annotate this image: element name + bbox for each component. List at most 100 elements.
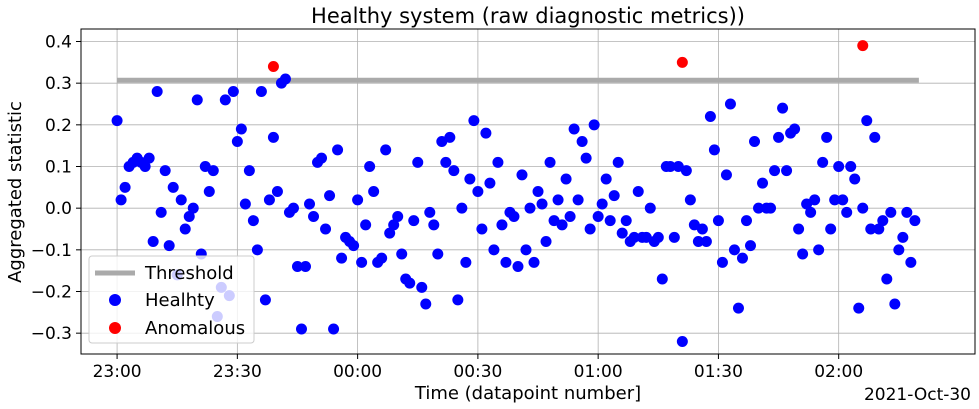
healthy-point (564, 211, 576, 222)
y-tick-label: 0.0 (45, 199, 72, 219)
healthy-point (187, 202, 199, 214)
healthy-point (119, 181, 131, 193)
healthy-point (380, 144, 392, 156)
healthy-point (512, 261, 524, 272)
healthy-point (175, 194, 187, 206)
healthy-point (809, 194, 821, 206)
date-label: 2021-Oct-30 (864, 385, 971, 405)
x-tick-label: 02:00 (814, 362, 863, 382)
healthy-point (552, 194, 564, 206)
healthy-point (179, 223, 191, 235)
healthy-point (376, 252, 388, 264)
healthy-point (416, 281, 428, 293)
healthy-point (568, 123, 580, 135)
y-tick-label: −0.3 (31, 324, 72, 344)
legend: Threshold Healhty Anomalous (88, 255, 255, 344)
healthy-point (861, 115, 873, 127)
healthy-point (243, 165, 255, 177)
healthy-point (484, 177, 496, 189)
anomalous-point (267, 61, 279, 72)
healthy-point (151, 86, 163, 97)
healthy-point (115, 194, 127, 206)
healthy-point (777, 102, 789, 114)
healthy-point (420, 298, 432, 310)
healthy-point (889, 298, 901, 310)
healthy-point (704, 111, 716, 122)
healthy-point (300, 261, 312, 272)
healthy-point (797, 248, 809, 260)
healthy-point (584, 223, 596, 235)
healthy-point (295, 323, 307, 335)
healthy-point (676, 336, 688, 347)
healthy-point (576, 136, 588, 147)
healthy-point (805, 206, 817, 218)
healthy-point (664, 161, 676, 172)
healthy-point (460, 256, 472, 268)
healthy-point (893, 244, 905, 256)
y-tick-label: 0.3 (45, 74, 72, 94)
healthy-point (468, 115, 480, 127)
healthy-point (732, 302, 744, 314)
healthy-point (368, 186, 380, 197)
healthy-point (408, 215, 420, 227)
healthy-point (789, 123, 801, 135)
healthy-point (632, 186, 644, 197)
healthy-point (544, 156, 556, 168)
healthy-point (905, 256, 917, 268)
healthy-point (332, 144, 344, 156)
healthy-point (540, 236, 552, 247)
healthy-point (167, 181, 179, 193)
healthy-point (869, 131, 881, 143)
healthy-point (291, 261, 303, 272)
healthy-point (773, 131, 785, 143)
healthy-point (480, 127, 492, 139)
healthy-point (203, 186, 215, 197)
healthy-point (616, 227, 628, 239)
healthy-point (328, 323, 340, 335)
anomalous-point (676, 56, 688, 68)
healthy-point (384, 227, 396, 239)
healthy-point (821, 131, 833, 143)
healthy-point (304, 198, 316, 210)
healthy-point (901, 206, 913, 218)
healthy-point (392, 211, 404, 222)
healthy-point (412, 156, 424, 168)
healthy-point (263, 194, 275, 206)
chart-title: Healthy system (raw diagnostic metrics)) (311, 4, 745, 28)
healthy-point (833, 161, 845, 172)
y-tick-label: −0.1 (31, 241, 72, 261)
healthy-point (235, 123, 247, 135)
healthy-point (227, 86, 239, 97)
y-tick-label: 0.4 (45, 33, 72, 53)
healthy-point (853, 302, 865, 314)
healthy-point (909, 215, 921, 227)
healthy-point (628, 231, 640, 243)
healthy-point (897, 231, 909, 243)
healthy-point (769, 165, 781, 177)
y-tick-label: 0.1 (45, 158, 72, 178)
healthy-point (612, 156, 624, 168)
healthy-point (159, 165, 171, 177)
healthy-point (247, 215, 259, 227)
healthy-point (656, 273, 668, 285)
x-tick-label: 00:00 (333, 362, 382, 382)
points-layer (111, 40, 921, 347)
healthy-point (841, 206, 853, 218)
healthy-point (279, 73, 291, 85)
healthy-point (388, 219, 400, 231)
legend-box (88, 255, 255, 344)
healthy-point (464, 173, 476, 185)
healthy-point (572, 194, 584, 206)
healthy-point (600, 173, 612, 185)
healthy-point (825, 223, 837, 235)
healthy-point (500, 256, 512, 268)
healthy-point (360, 219, 372, 231)
healthy-point (356, 256, 368, 268)
healthy-point (877, 215, 889, 227)
healthy-point (580, 152, 592, 164)
x-tick-label: 23:30 (213, 362, 262, 382)
healthy-point (239, 198, 251, 210)
healthy-point (139, 161, 151, 172)
healthy-point (765, 202, 777, 214)
grid-layer (81, 29, 975, 354)
